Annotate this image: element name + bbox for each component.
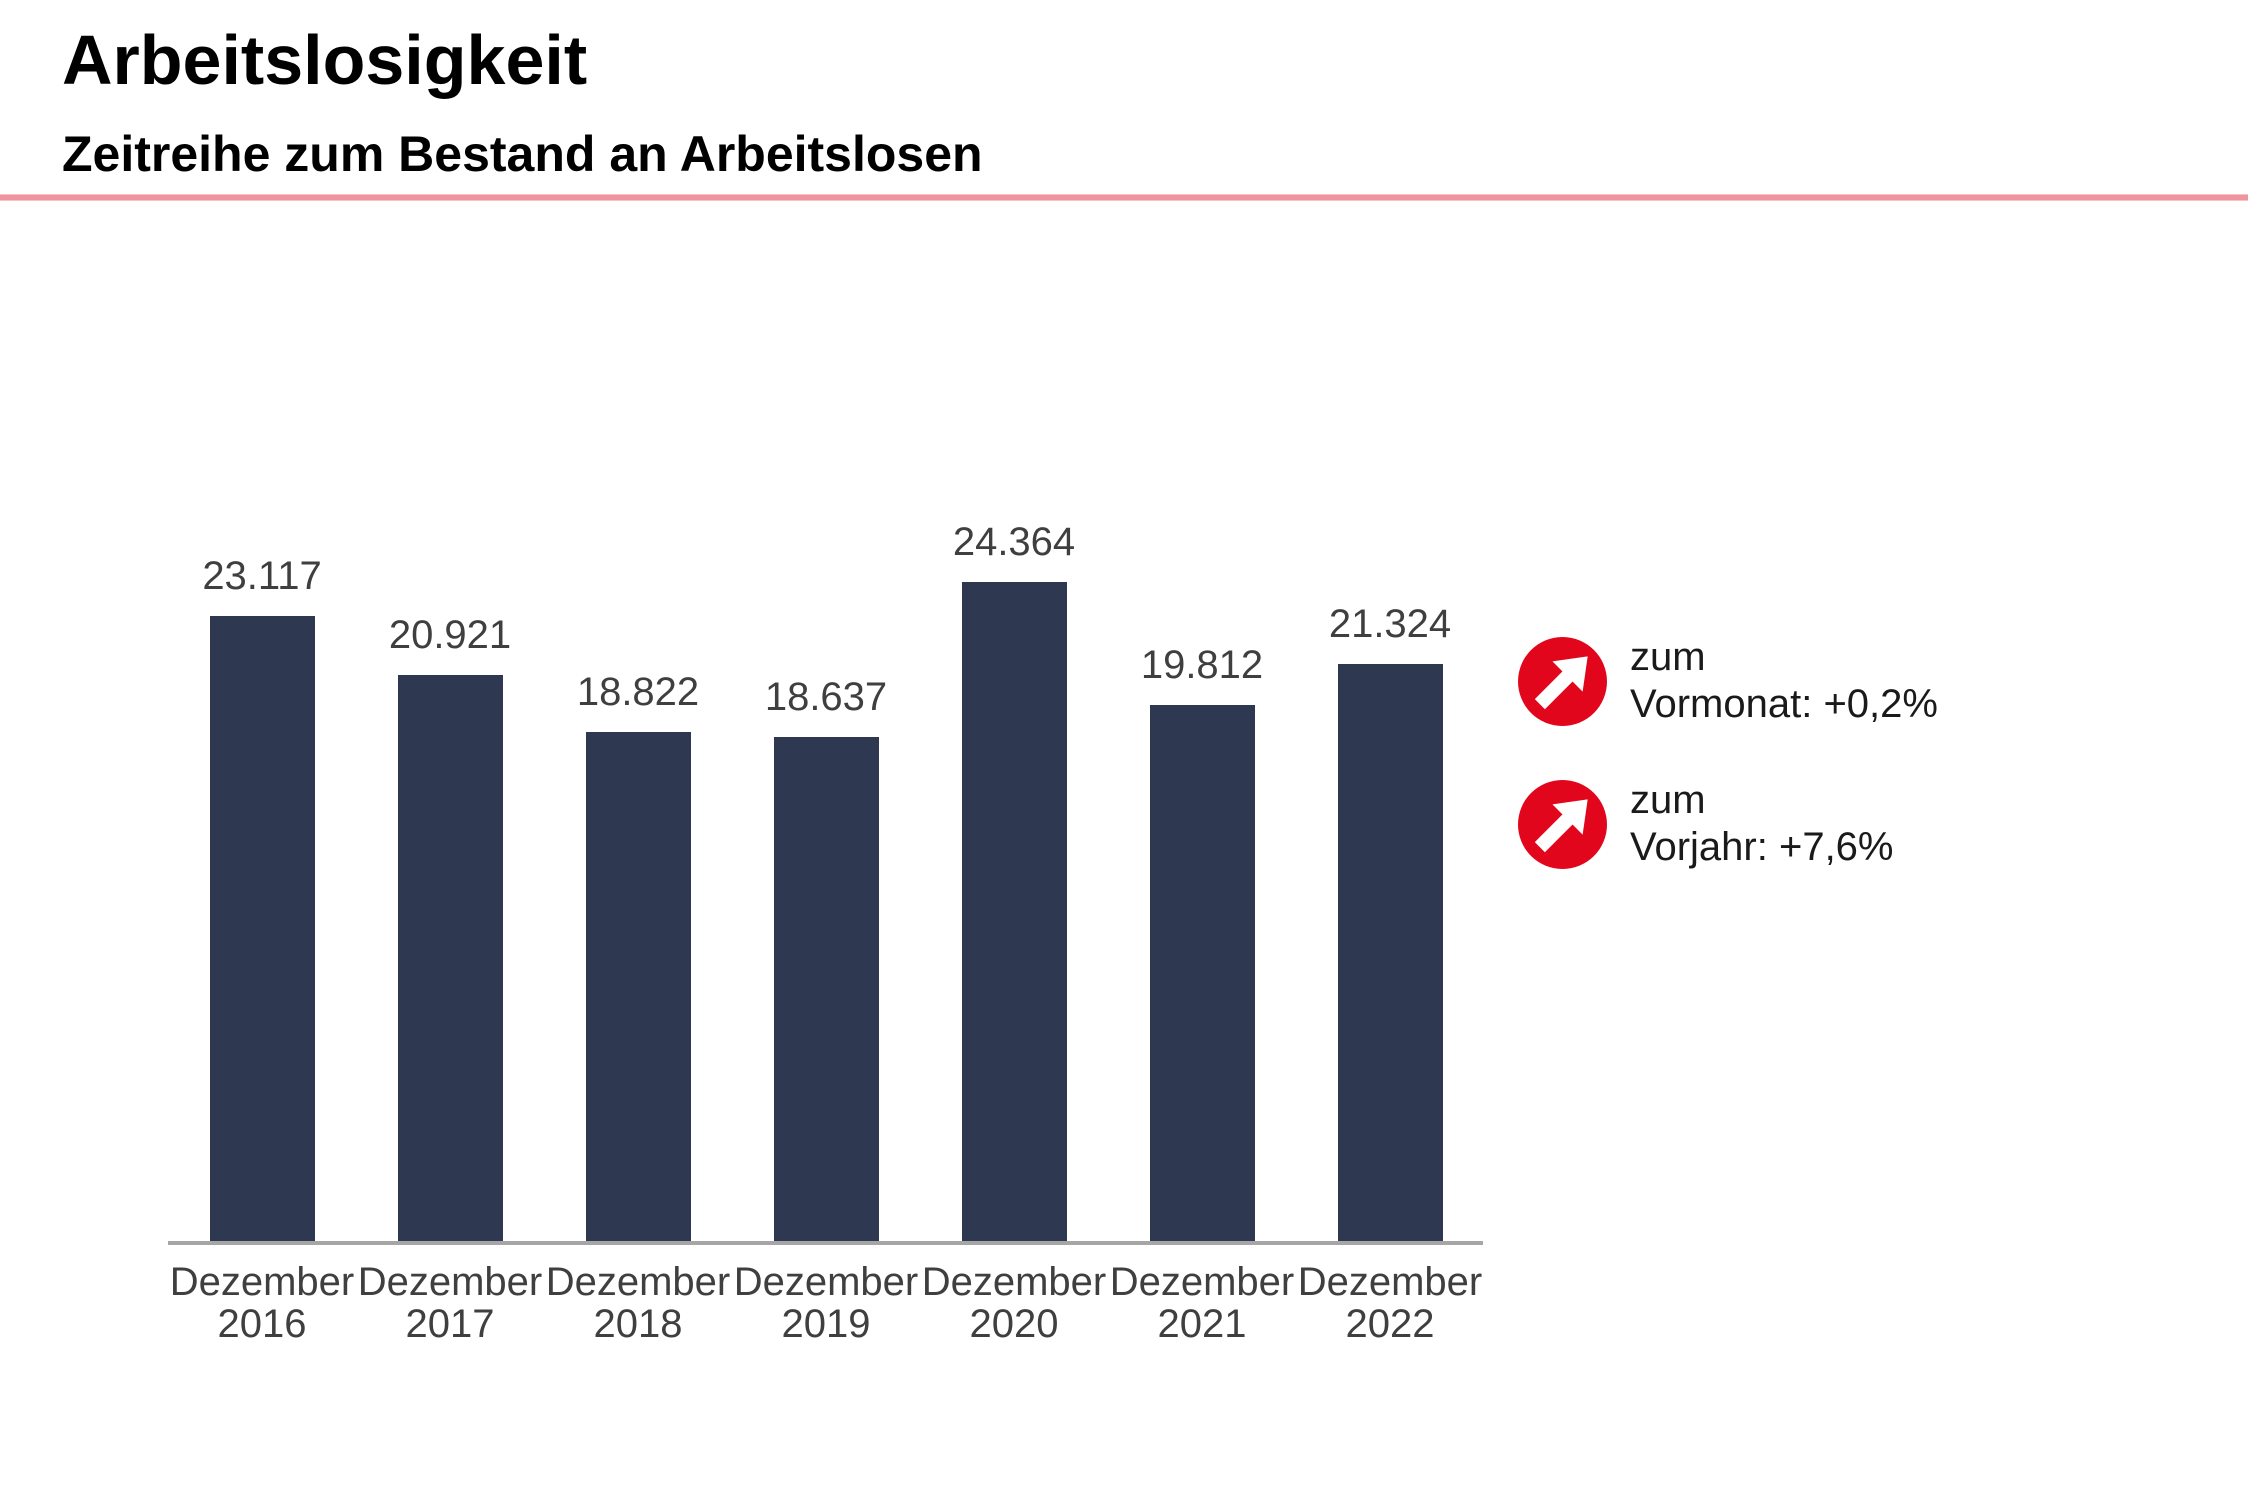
x-axis-label: Dezember 2018 [545,1260,731,1346]
x-axis-label: Dezember 2019 [733,1260,919,1346]
bar [773,737,879,1241]
legend-line1: zum [1630,635,1706,679]
legend-text-vorjahr: zum Vorjahr: +7,6% [1630,777,1894,871]
bar-value-label: 18.822 [576,670,700,714]
bar [397,675,503,1241]
page-title: Arbeitslosigkeit [62,21,588,99]
bar-value-label: 21.324 [1328,602,1452,646]
bar-value-label: 24.364 [952,520,1076,564]
legend-line1: zum [1630,778,1706,822]
legend-text-vormonat: zum Vormonat: +0,2% [1630,634,1938,728]
x-axis-label: Dezember 2020 [921,1260,1107,1346]
x-axis-label: Dezember 2017 [357,1260,543,1346]
bar-value-label: 19.812 [1140,643,1264,687]
x-axis-line [168,1241,1483,1245]
bar [1337,664,1443,1241]
bar-value-label: 18.637 [764,675,888,719]
bar [961,582,1067,1241]
x-axis-label: Dezember 2022 [1297,1260,1483,1346]
trend-up-arrow-icon [1518,780,1607,869]
legend-line2: Vormonat: +0,2% [1630,682,1938,726]
bar-value-label: 20.921 [388,613,512,657]
red-divider-line [0,195,2248,200]
x-axis-label: Dezember 2021 [1109,1260,1295,1346]
legend-line2: Vorjahr: +7,6% [1630,825,1894,869]
trend-up-arrow-icon [1518,637,1607,726]
bar [1149,705,1255,1241]
chart-subtitle: Zeitreihe zum Bestand an Arbeitslosen [62,126,983,182]
bar-value-label: 23.117 [202,554,322,598]
x-axis-label: Dezember 2016 [169,1260,355,1346]
bar [585,732,691,1241]
bar [209,616,315,1241]
